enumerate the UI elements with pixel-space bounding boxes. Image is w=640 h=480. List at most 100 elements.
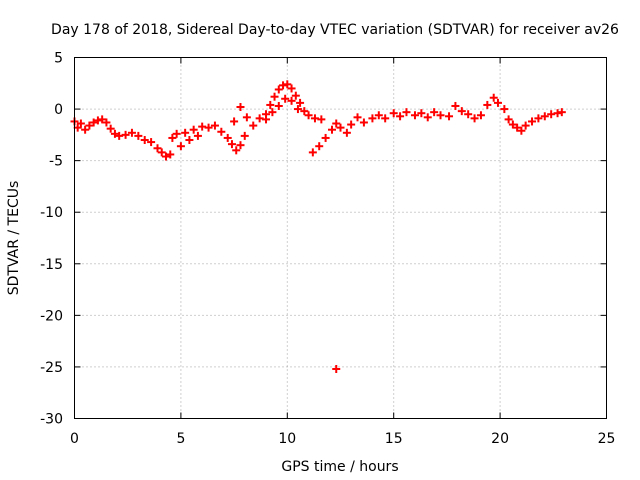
data-point xyxy=(417,109,426,118)
data-point xyxy=(217,127,226,136)
data-point xyxy=(332,364,341,373)
data-point xyxy=(508,120,517,129)
data-point xyxy=(185,136,194,145)
data-point xyxy=(127,128,136,137)
data-point xyxy=(223,133,232,142)
data-point xyxy=(374,111,383,120)
y-tick-label: -25 xyxy=(40,360,63,376)
data-point xyxy=(204,123,213,132)
data-point xyxy=(402,108,411,117)
y-tick-label: -5 xyxy=(49,154,63,170)
data-point xyxy=(274,85,283,94)
data-point xyxy=(368,114,377,123)
data-point xyxy=(547,110,556,119)
data-point xyxy=(236,141,245,150)
data-points xyxy=(70,80,566,373)
data-point xyxy=(553,109,562,118)
data-point xyxy=(310,114,319,123)
data-point xyxy=(249,121,258,130)
data-point xyxy=(457,107,466,116)
data-point xyxy=(255,114,264,123)
data-point xyxy=(89,118,98,127)
data-point xyxy=(296,98,305,107)
data-point xyxy=(445,112,454,121)
data-point xyxy=(410,111,419,120)
data-point xyxy=(517,126,526,135)
tick-labels: 0 5 10 15 20 25 5 0 -5 -10 -15 -20 -25 -30 xyxy=(40,51,615,448)
data-point xyxy=(500,105,509,114)
data-point xyxy=(274,101,283,110)
data-point xyxy=(172,129,181,138)
data-point xyxy=(153,144,162,153)
x-tick-label: 25 xyxy=(598,431,616,447)
data-point xyxy=(98,115,107,124)
data-point xyxy=(85,121,94,130)
axis-ticks xyxy=(74,57,607,419)
data-point xyxy=(110,129,119,138)
data-point xyxy=(287,84,296,93)
data-point xyxy=(73,123,82,132)
data-point xyxy=(293,105,302,114)
data-point xyxy=(342,128,351,137)
data-point xyxy=(534,114,543,123)
data-point xyxy=(268,108,277,117)
data-point xyxy=(321,133,330,142)
data-point xyxy=(270,92,279,101)
data-point xyxy=(157,148,166,157)
data-point xyxy=(327,125,336,134)
data-point xyxy=(304,111,313,120)
data-point xyxy=(168,133,177,142)
x-tick-label: 15 xyxy=(385,431,403,447)
x-tick-label: 5 xyxy=(176,431,185,447)
data-point xyxy=(227,140,236,149)
data-point xyxy=(396,112,405,121)
data-point xyxy=(476,111,485,120)
data-point xyxy=(147,138,156,147)
data-point xyxy=(521,121,530,130)
data-point xyxy=(230,117,239,126)
data-point xyxy=(232,146,241,155)
x-tick-label: 10 xyxy=(278,431,296,447)
data-point xyxy=(93,116,102,125)
data-point xyxy=(279,81,288,90)
y-tick-label: -10 xyxy=(40,205,63,221)
data-point xyxy=(489,93,498,102)
data-point xyxy=(176,142,185,151)
data-point xyxy=(353,113,362,122)
data-point xyxy=(181,128,190,137)
chart-title: Day 178 of 2018, Sidereal Day-to-day VTE… xyxy=(51,22,619,38)
data-point xyxy=(493,98,502,107)
data-point xyxy=(528,117,537,126)
data-point xyxy=(423,113,432,122)
data-point xyxy=(300,107,309,116)
data-point xyxy=(166,150,175,159)
y-axis-label: SDTVAR / TECUs xyxy=(6,181,22,296)
data-point xyxy=(483,100,492,109)
data-point xyxy=(504,115,513,124)
x-tick-label: 20 xyxy=(491,431,509,447)
data-point xyxy=(470,114,479,123)
x-tick-label: 0 xyxy=(70,431,79,447)
data-point xyxy=(513,123,522,132)
data-point xyxy=(332,119,341,128)
data-point xyxy=(557,108,566,117)
data-point xyxy=(193,131,202,140)
data-point xyxy=(283,80,292,89)
data-point xyxy=(121,130,130,139)
data-point xyxy=(76,119,85,128)
data-point xyxy=(317,115,326,124)
data-point xyxy=(281,94,290,103)
data-point xyxy=(102,118,111,127)
data-point xyxy=(347,120,356,129)
data-point xyxy=(189,125,198,134)
data-point xyxy=(266,100,275,109)
data-point xyxy=(210,121,219,130)
data-point xyxy=(381,114,390,123)
plot-frame xyxy=(74,57,607,419)
data-point xyxy=(236,103,245,112)
data-point xyxy=(359,118,368,127)
data-point xyxy=(240,131,249,140)
y-tick-label: -20 xyxy=(40,308,63,324)
data-point xyxy=(436,111,445,120)
